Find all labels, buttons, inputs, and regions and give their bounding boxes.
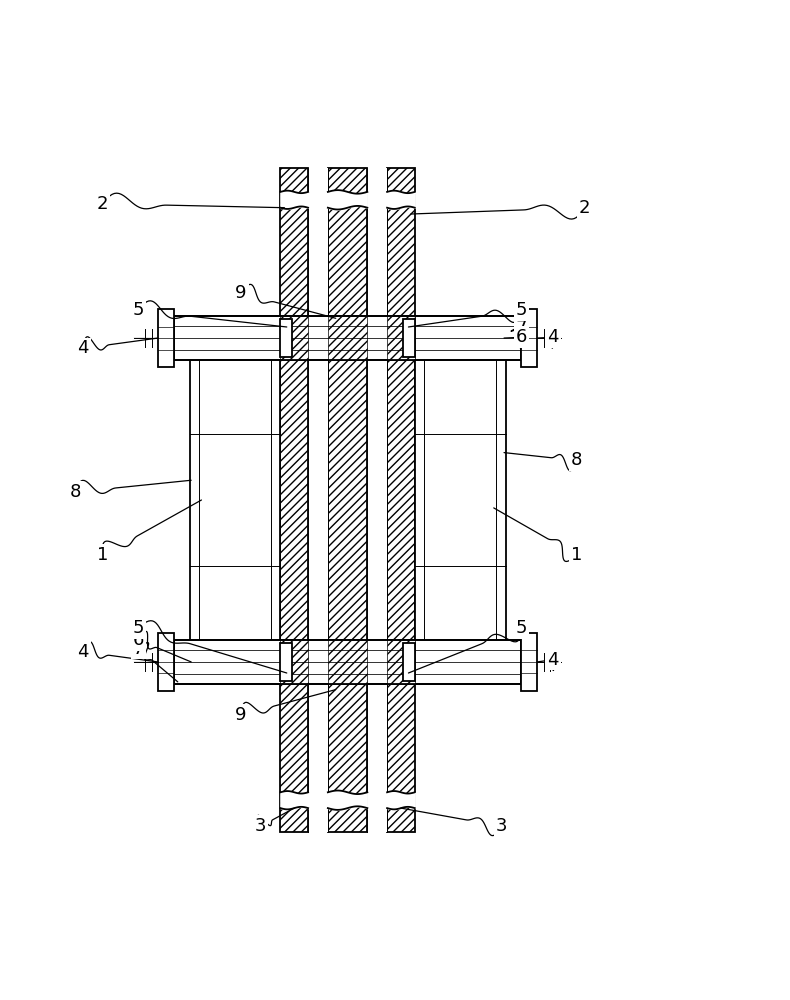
Text: 6: 6 xyxy=(133,631,144,649)
Text: 1: 1 xyxy=(97,546,108,564)
Text: 7: 7 xyxy=(133,640,144,658)
Text: 1: 1 xyxy=(571,546,582,564)
Text: 2: 2 xyxy=(579,199,590,217)
Text: 3: 3 xyxy=(496,817,507,835)
Bar xyxy=(158,633,174,691)
Bar xyxy=(521,309,537,367)
Text: 9: 9 xyxy=(235,706,246,724)
Text: 2: 2 xyxy=(97,195,108,213)
Text: 8: 8 xyxy=(70,483,81,501)
Bar xyxy=(280,643,292,681)
Bar xyxy=(387,168,415,832)
Text: 9: 9 xyxy=(235,284,246,302)
Bar xyxy=(403,319,415,357)
Bar xyxy=(403,643,415,681)
Text: 5: 5 xyxy=(133,301,144,319)
Bar xyxy=(190,316,280,684)
Bar xyxy=(280,640,308,684)
Text: 3: 3 xyxy=(255,817,266,835)
Bar xyxy=(328,316,367,360)
Text: 6: 6 xyxy=(516,328,527,346)
Bar xyxy=(174,316,521,360)
Bar xyxy=(521,633,537,691)
Bar xyxy=(328,168,367,832)
Text: 4: 4 xyxy=(77,643,88,661)
Text: 4: 4 xyxy=(77,339,88,357)
Bar xyxy=(367,168,387,832)
Text: 5: 5 xyxy=(516,619,527,637)
Bar xyxy=(415,316,506,684)
Text: 4: 4 xyxy=(547,651,559,669)
Text: 5: 5 xyxy=(133,619,144,637)
Bar xyxy=(387,640,415,684)
Bar xyxy=(280,319,292,357)
Bar xyxy=(387,316,415,360)
Bar xyxy=(328,640,367,684)
Bar xyxy=(174,640,521,684)
Bar xyxy=(280,316,308,360)
Text: 8: 8 xyxy=(571,451,582,469)
Bar xyxy=(174,316,521,360)
Text: 5: 5 xyxy=(516,301,527,319)
Text: 7: 7 xyxy=(516,319,527,337)
Bar xyxy=(308,168,328,832)
Bar xyxy=(158,309,174,367)
Bar xyxy=(174,640,521,684)
Text: 4: 4 xyxy=(547,328,559,346)
Bar xyxy=(280,168,308,832)
